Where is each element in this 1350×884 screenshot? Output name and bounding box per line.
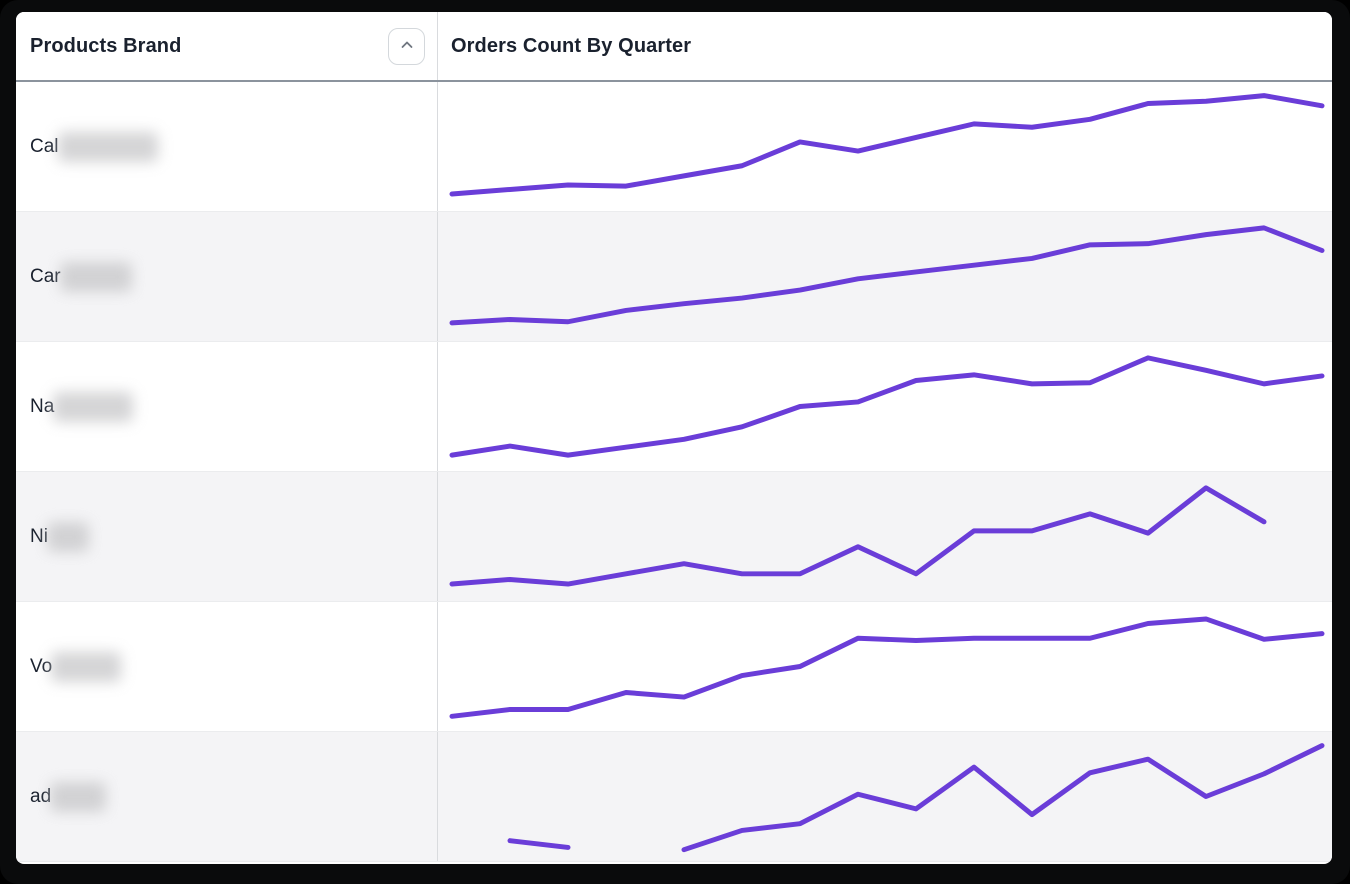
orders-count-header: Orders Count By Quarter [451, 34, 692, 57]
chevron-up-icon [399, 37, 415, 56]
brand-cell: ad [16, 732, 438, 861]
table-row[interactable]: Ni [16, 472, 1332, 602]
sparkline-chart [438, 342, 1332, 471]
brand-redacted-blur [59, 261, 132, 292]
sparkline-cell [438, 342, 1332, 471]
table-header-row: Products Brand Orders Count By Quarter [16, 12, 1332, 82]
sparkline-chart [438, 212, 1332, 341]
sparkline-chart [438, 602, 1332, 731]
sparkline-cell [438, 602, 1332, 731]
products-brand-header: Products Brand [30, 34, 182, 57]
brand-cell: Ni [16, 472, 438, 601]
table-row[interactable]: Na [16, 342, 1332, 472]
brand-cell: Car [16, 212, 438, 341]
brand-label: Vo [30, 651, 122, 682]
brand-label: Ni [30, 521, 89, 552]
table-row[interactable]: ad [16, 732, 1332, 862]
brand-redacted-blur [50, 781, 107, 812]
brand-prefix: Na [30, 395, 55, 417]
brand-prefix: Car [30, 265, 61, 287]
brand-prefix: Cal [30, 135, 59, 157]
sparkline-cell [438, 82, 1332, 211]
table-row[interactable]: Car [16, 212, 1332, 342]
table-body: Cal Car Na [16, 82, 1332, 864]
products-brand-header-cell: Products Brand [16, 12, 438, 80]
brand-label: Cal [30, 131, 158, 162]
sort-ascending-button[interactable] [388, 27, 425, 65]
brand-prefix: ad [30, 785, 52, 807]
table-row[interactable]: Cal [16, 82, 1332, 212]
brand-prefix: Vo [30, 655, 53, 677]
brand-redacted-blur [46, 521, 89, 552]
brand-prefix: Ni [30, 525, 48, 547]
table-row[interactable]: Vo [16, 602, 1332, 732]
brand-redacted-blur [51, 651, 122, 682]
sparkline-cell [438, 212, 1332, 341]
brand-redacted-blur [57, 131, 158, 162]
sparkline-chart [438, 472, 1332, 601]
sparkline-chart [438, 82, 1332, 211]
sparkline-cell [438, 472, 1332, 601]
brand-redacted-blur [53, 391, 134, 422]
data-table: Products Brand Orders Count By Quarter C… [16, 12, 1332, 864]
sparkline-cell [438, 732, 1332, 861]
orders-count-header-cell: Orders Count By Quarter [438, 12, 1332, 80]
brand-cell: Cal [16, 82, 438, 211]
brand-label: Na [30, 391, 134, 422]
brand-label: Car [30, 261, 132, 292]
sparkline-chart [438, 732, 1332, 861]
brand-cell: Vo [16, 602, 438, 731]
brand-cell: Na [16, 342, 438, 471]
brand-label: ad [30, 781, 107, 812]
